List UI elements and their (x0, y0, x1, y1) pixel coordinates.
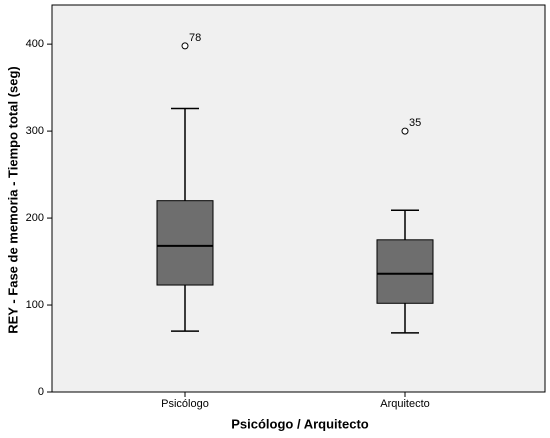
plot-area (51, 4, 546, 393)
y-tick-label: 100 (26, 299, 44, 311)
outlier (401, 127, 409, 135)
y-tick-label: 400 (26, 38, 44, 50)
x-axis-label: Psicólogo / Arquitecto (231, 416, 369, 431)
outlier (181, 42, 189, 50)
outlier-label: 35 (409, 117, 421, 129)
outlier-label: 78 (189, 32, 201, 44)
y-tick-label: 200 (26, 212, 44, 224)
y-tick-label: 0 (38, 386, 44, 398)
y-axis-label: REY - Fase de memoria - Tiempo total (se… (5, 66, 20, 334)
x-tick-label: Psicólogo (161, 398, 209, 410)
box (156, 200, 214, 286)
x-tick-label: Arquitecto (380, 398, 430, 410)
y-tick-label: 300 (26, 125, 44, 137)
box (376, 239, 434, 304)
